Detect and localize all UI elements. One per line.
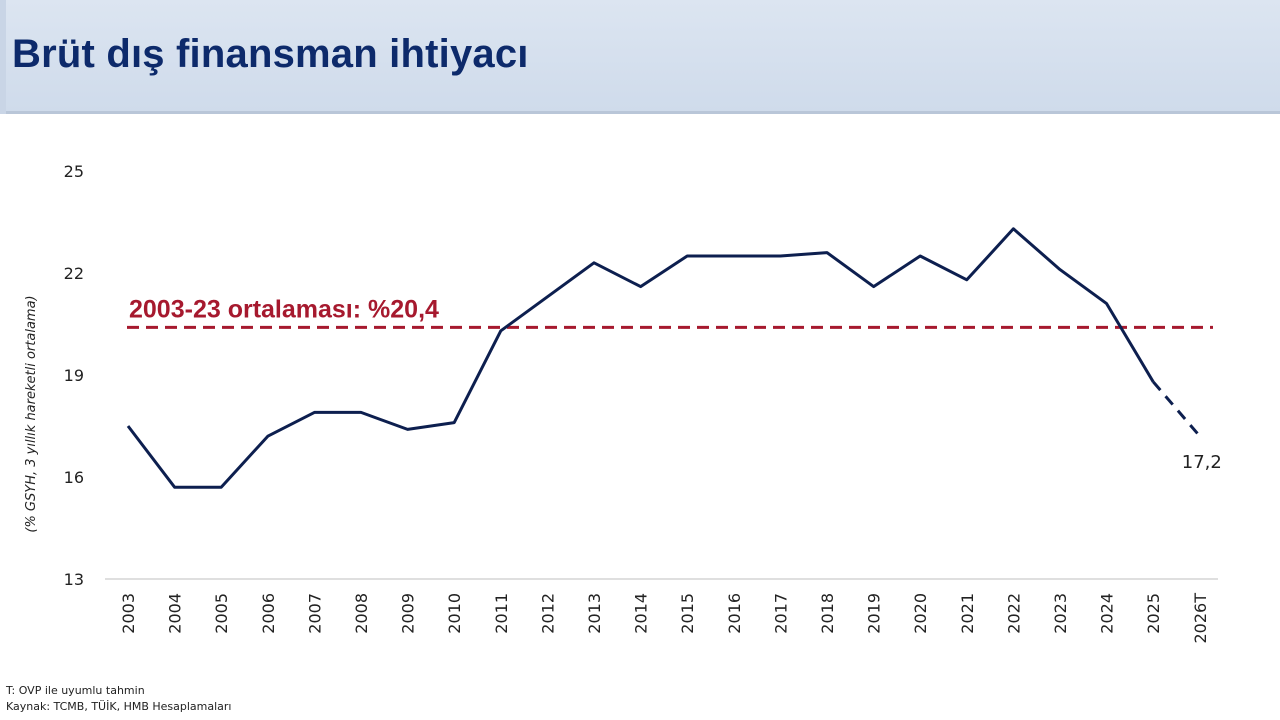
x-tick-label: 2007	[305, 593, 324, 634]
x-tick-label: 2022	[1004, 593, 1023, 634]
x-tick-label: 2016	[725, 593, 744, 634]
x-tick-label: 2020	[911, 593, 930, 634]
y-tick-label: 22	[64, 264, 84, 283]
series-line-forecast	[1152, 380, 1201, 438]
footnote-forecast: T: OVP ile uyumlu tahmin	[6, 684, 145, 697]
x-tick-label: 2021	[958, 593, 977, 634]
x-tick-label: 2004	[166, 593, 185, 634]
x-tick-label: 2023	[1051, 593, 1070, 634]
x-tick-labels: 2003 2004 2005 2006 2007 2008 2009 2010 2011 2012…	[119, 593, 1210, 644]
series-line	[126, 227, 1155, 489]
x-tick-label: 2026T	[1191, 593, 1210, 644]
y-axis-label: (% GSYH, 3 yıllık hareketli ortalama)	[24, 295, 39, 532]
x-tick-label: 2012	[538, 593, 557, 634]
y-tick-label: 25	[64, 162, 84, 181]
x-tick-label: 2006	[259, 593, 278, 634]
header-bar: Brüt dış finansman ihtiyacı	[0, 0, 1280, 114]
x-tick-label: 2015	[678, 593, 697, 634]
x-tick-label: 2008	[352, 593, 371, 634]
x-tick-label: 2018	[818, 593, 837, 634]
x-tick-label: 2025	[1144, 593, 1163, 634]
series-points	[126, 227, 1202, 489]
y-tick-label: 13	[64, 570, 84, 589]
footnote-source: Kaynak: TCMB, TÜİK, HMB Hesaplamaları	[6, 700, 232, 713]
y-tick-label: 16	[64, 468, 84, 487]
reference-line-label: 2003-23 ortalaması: %20,4	[129, 295, 439, 323]
line-chart: (% GSYH, 3 yıllık hareketli ortalama) 13…	[24, 162, 1222, 644]
header-accent	[0, 0, 6, 114]
x-tick-label: 2010	[445, 593, 464, 634]
x-tick-label: 2014	[632, 593, 651, 634]
x-tick-label: 2011	[492, 593, 511, 634]
x-tick-label: 2024	[1098, 593, 1117, 634]
x-tick-label: 2013	[585, 593, 604, 634]
x-tick-label: 2003	[119, 593, 138, 634]
data-label: 17,2	[1182, 452, 1222, 473]
x-tick-label: 2009	[399, 593, 418, 634]
annotations: 17,2	[1182, 452, 1222, 473]
x-tick-label: 2005	[212, 593, 231, 634]
y-tick-label: 19	[64, 366, 84, 385]
y-tick-labels: 13 16 19 22 25	[64, 162, 84, 589]
page-title: Brüt dış finansman ihtiyacı	[12, 32, 529, 76]
x-tick-label: 2019	[865, 593, 884, 634]
x-tick-label: 2017	[771, 593, 790, 634]
